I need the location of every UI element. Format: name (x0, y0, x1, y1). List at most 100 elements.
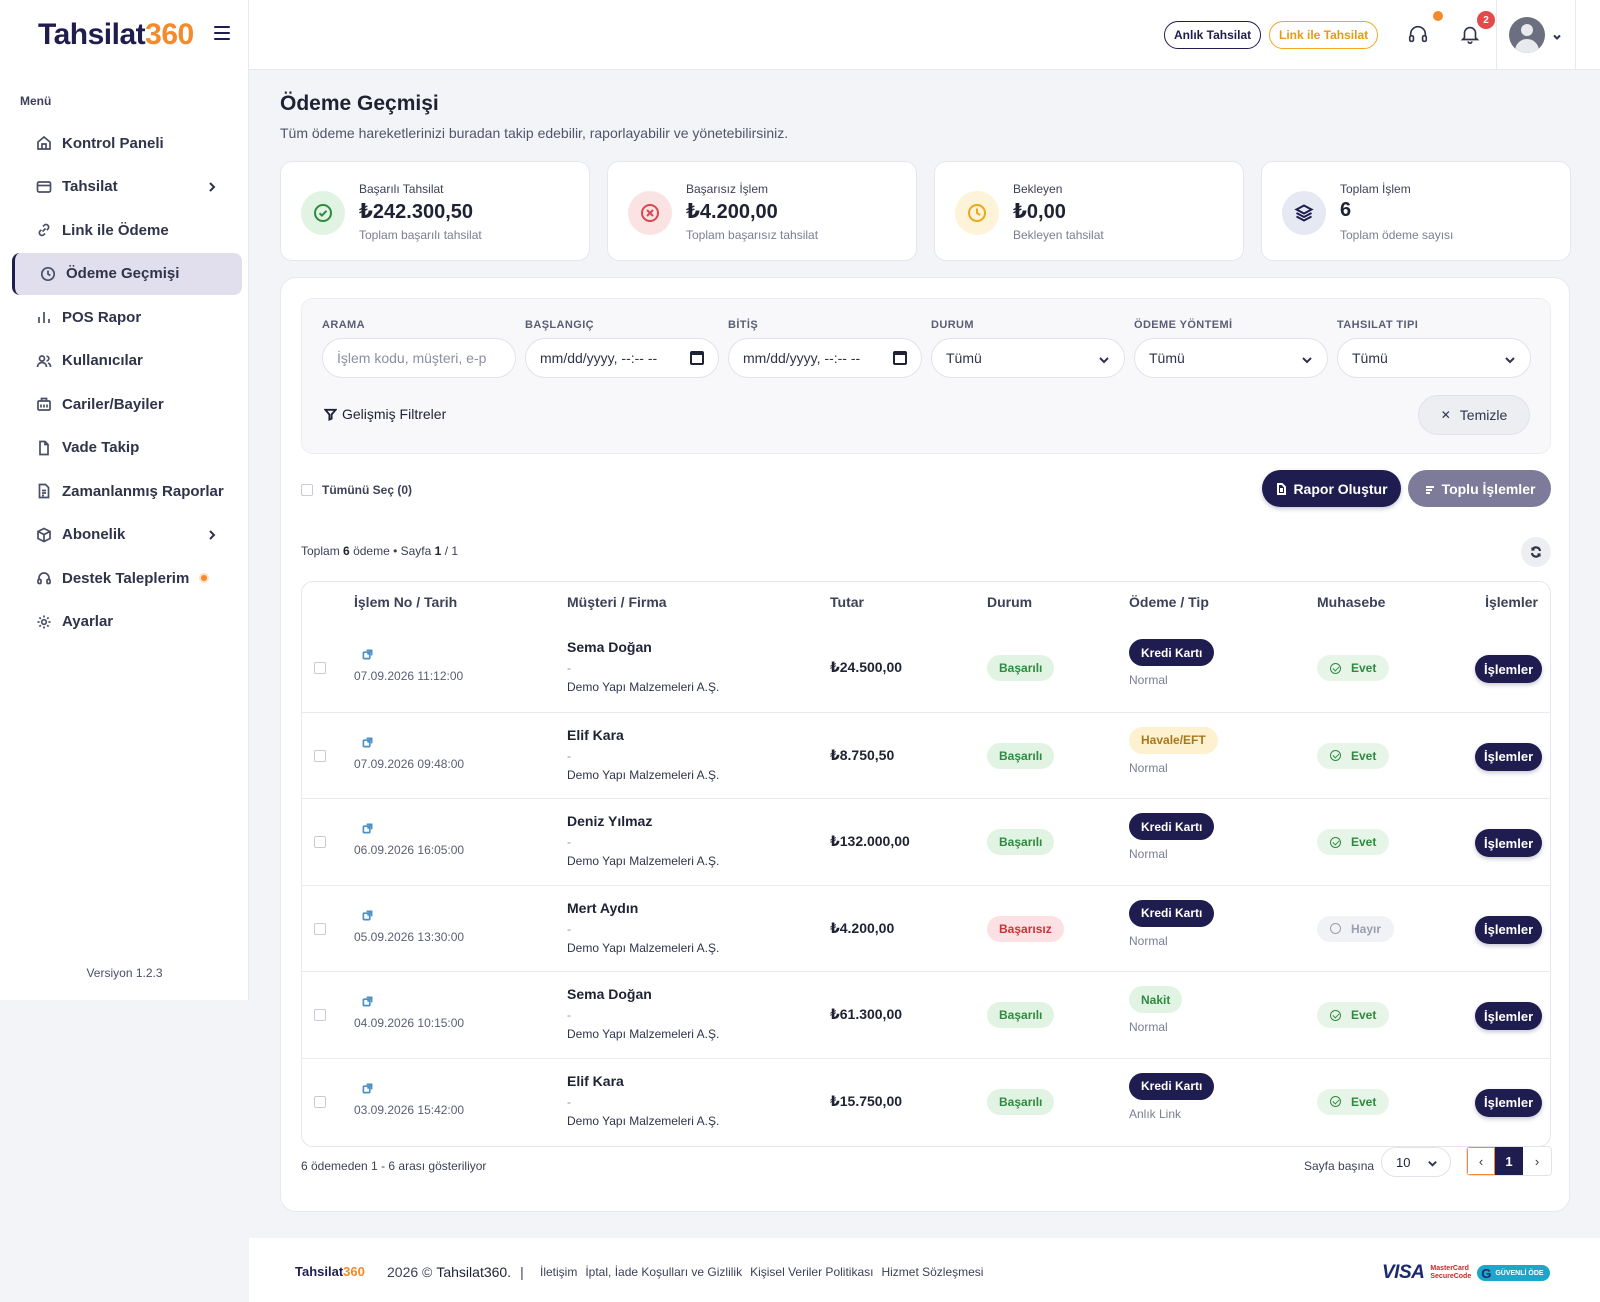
sidebar-item-kontrol-paneli[interactable]: Kontrol Paneli (12, 122, 242, 164)
chevron-down-icon (1504, 353, 1516, 365)
check-circle-icon (1330, 836, 1341, 848)
mc-line2: SecureCode (1430, 1273, 1472, 1280)
footer-link[interactable]: İptal, İade Koşulları ve Gizlilik (585, 1265, 743, 1279)
close-icon: ✕ (1440, 408, 1451, 422)
check-circle-icon (301, 191, 345, 235)
select-all-label: Tümünü Seç (0) (322, 483, 413, 497)
search-input[interactable]: İşlem kodu, müşteri, e-p (322, 338, 516, 378)
select-all-checkbox[interactable] (301, 484, 313, 496)
customer-name: Elif Kara (567, 1072, 624, 1089)
next-page-button[interactable]: › (1523, 1147, 1551, 1175)
row-checkbox[interactable] (314, 922, 326, 935)
external-link-icon[interactable] (362, 647, 374, 660)
sidebar-item-abonelik[interactable]: Abonelik (12, 514, 242, 556)
anlik-tahsilat-button[interactable]: Anlık Tahsilat (1164, 21, 1262, 49)
calendar-icon[interactable] (893, 351, 907, 365)
type-select[interactable]: Tümü (1337, 338, 1531, 378)
sidebar-item-destek-taleplerim[interactable]: Destek Taleplerim (12, 557, 242, 599)
external-link-icon[interactable] (362, 908, 374, 920)
calendar-icon[interactable] (690, 351, 704, 365)
row-actions-button[interactable]: İşlemler (1475, 915, 1543, 944)
bulk-actions-button[interactable]: Toplu İşlemler (1408, 470, 1551, 507)
external-link-icon[interactable] (362, 821, 374, 834)
footer-year: 2026 © (387, 1264, 433, 1280)
document-icon (1277, 482, 1287, 495)
refresh-icon[interactable] (1521, 537, 1551, 567)
status-badge: Başarılı (987, 829, 1055, 855)
payment-method-badge: Havale/EFT (1129, 726, 1218, 754)
per-page-value: 10 (1396, 1154, 1411, 1170)
row-checkbox[interactable] (314, 662, 326, 674)
company-name: Demo Yapı Malzemeleri A.Ş. (567, 1113, 720, 1128)
sidebar-item-tahsilat[interactable]: Tahsilat (12, 166, 242, 208)
link-tahsilat-button[interactable]: Link ile Tahsilat (1269, 21, 1379, 49)
footer-link[interactable]: Hizmet Sözleşmesi (881, 1265, 984, 1279)
sidebar-item-label: Ödeme Geçmişi (66, 265, 180, 282)
row-actions-button[interactable]: İşlemler (1475, 655, 1543, 683)
chevron-down-icon (1301, 353, 1313, 365)
payment-method-badge: Nakit (1129, 986, 1183, 1013)
bell-icon[interactable]: 2 (1459, 11, 1495, 47)
external-link-icon[interactable] (362, 1081, 374, 1093)
start-date-filter: BAŞLANGIÇ mm/dd/yyyy, --:-- -- (525, 319, 719, 378)
row-actions-button[interactable]: İşlemler (1475, 1088, 1543, 1117)
row-actions-button[interactable]: İşlemler (1475, 1002, 1543, 1030)
sidebar-item-ödeme-geçmişi[interactable]: Ödeme Geçmişi (12, 252, 242, 295)
home-icon (36, 135, 52, 151)
page-button-current[interactable]: 1 (1495, 1147, 1523, 1175)
row-checkbox[interactable] (314, 1095, 326, 1108)
select-all[interactable]: Tümünü Seç (0) (301, 483, 412, 497)
row-checkbox[interactable] (314, 1009, 326, 1021)
row-actions-button[interactable]: İşlemler (1475, 742, 1543, 771)
stat-value: ₺0,00 (1013, 201, 1066, 223)
accounting-badge: Hayır (1317, 915, 1395, 942)
clock-icon (40, 266, 56, 282)
payment-type: Normal (1129, 933, 1168, 948)
sidebar-item-cariler-bayiler[interactable]: Cariler/Bayiler (12, 383, 242, 425)
sidebar-item-ayarlar[interactable]: Ayarlar (12, 601, 242, 643)
stat-value: ₺4.200,00 (686, 201, 778, 223)
sidebar-item-pos-rapor[interactable]: POS Rapor (12, 296, 242, 338)
sidebar-item-vade-takip[interactable]: Vade Takip (12, 427, 242, 469)
brand-logo[interactable]: Tahsilat360 (38, 18, 194, 52)
footer-link[interactable]: Kişisel Veriler Politikası (750, 1265, 874, 1279)
method-select-value: Tümü (1149, 350, 1185, 366)
page-subtitle: Tüm ödeme hareketlerinizi buradan takip … (280, 125, 789, 141)
chevron-down-icon[interactable] (1552, 29, 1562, 40)
row-actions-button[interactable]: İşlemler (1475, 829, 1543, 857)
advanced-filters-toggle[interactable]: Gelişmiş Filtreler (324, 406, 446, 422)
clear-filters-button[interactable]: ✕ Temizle (1418, 395, 1530, 435)
per-page-select[interactable]: 10 (1381, 1147, 1451, 1177)
prev-page-button[interactable]: ‹ (1467, 1147, 1495, 1175)
topbar-divider (1496, 0, 1497, 70)
end-date-input[interactable]: mm/dd/yyyy, --:-- -- (728, 338, 922, 378)
row-checkbox[interactable] (314, 836, 326, 848)
payment-type: Normal (1129, 673, 1168, 687)
sidebar-item-label: Link ile Ödeme (62, 221, 169, 239)
column-header: Muhasebe (1317, 594, 1386, 610)
company-name: Demo Yapı Malzemeleri A.Ş. (567, 940, 720, 955)
accounting-badge: Evet (1317, 1088, 1390, 1115)
row-checkbox[interactable] (314, 749, 326, 762)
sidebar-item-zamanlanmış-raporlar[interactable]: Zamanlanmış Raporlar (12, 470, 242, 512)
menu-toggle-icon[interactable] (214, 26, 230, 40)
column-header: Durum (987, 594, 1033, 610)
method-select[interactable]: Tümü (1134, 338, 1328, 378)
sidebar-item-link-ile-ödeme[interactable]: Link ile Ödeme (12, 209, 242, 251)
avatar[interactable] (1509, 17, 1545, 53)
sidebar-item-kullanıcılar[interactable]: Kullanıcılar (12, 340, 242, 382)
payments-card: ARAMA İşlem kodu, müşteri, e-p BAŞLANGIÇ… (280, 277, 1570, 1212)
transaction-date: 07.09.2026 11:12:00 (354, 669, 464, 683)
summary-mid: ödeme • Sayfa (353, 544, 432, 558)
status-badge: Başarısız (987, 915, 1064, 942)
table-row: 04.09.2026 10:15:00 Sema Doğan - Demo Yapı … (302, 971, 1550, 1058)
external-link-icon[interactable] (362, 735, 374, 747)
create-report-button[interactable]: Rapor Oluştur (1262, 470, 1401, 507)
footer-link[interactable]: İletişim (540, 1265, 578, 1279)
support-headset-icon[interactable] (1407, 11, 1443, 47)
status-select[interactable]: Tümü (931, 338, 1125, 378)
external-link-icon[interactable] (362, 994, 374, 1007)
page-title: Ödeme Geçmişi (280, 92, 439, 115)
accounting-label: Evet (1351, 1008, 1377, 1022)
start-date-input[interactable]: mm/dd/yyyy, --:-- -- (525, 338, 719, 378)
